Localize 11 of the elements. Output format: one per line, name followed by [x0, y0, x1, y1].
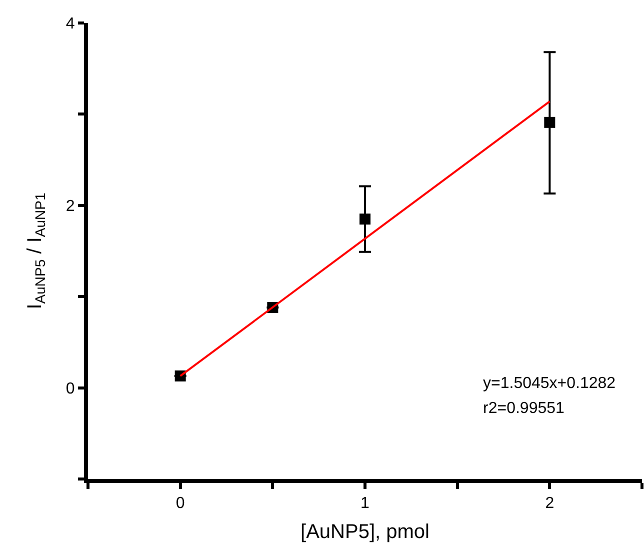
x-tick-label: 0 — [176, 495, 185, 512]
y-tick-label: 2 — [66, 198, 75, 215]
x-axis-title: [AuNP5], pmol — [300, 521, 430, 544]
annotation: r2=0.99551 — [483, 400, 565, 417]
y-tick-label: 4 — [66, 16, 75, 33]
x-tick-label: 1 — [360, 495, 370, 512]
y-tick-label: 0 — [66, 380, 75, 398]
annotation: y=1.5045x+0.1282 — [483, 375, 616, 392]
point — [360, 214, 370, 225]
x-tick-label: 2 — [545, 495, 554, 512]
point — [544, 116, 556, 128]
